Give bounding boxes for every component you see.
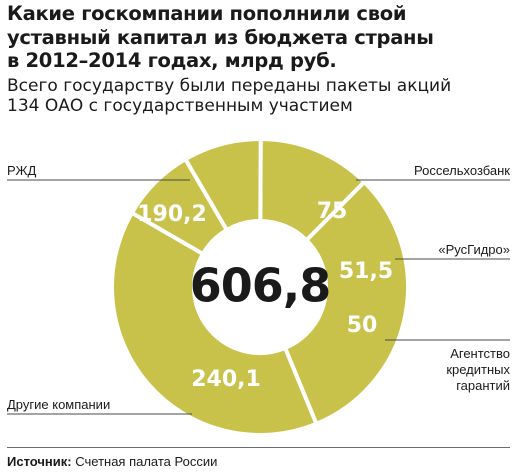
footer-divider — [7, 447, 510, 448]
slice-name-label: Агентство кредитных гарантий — [446, 346, 510, 393]
chart-title-line: в 2012–2014 годах, млрд руб. — [7, 49, 337, 72]
slice-value-label: 240,1 — [191, 367, 261, 392]
slice-name-label: Россельхозбанк — [414, 163, 510, 178]
source-text: Счетная палата России — [75, 454, 218, 469]
source-label: Источник: — [7, 454, 72, 469]
donut-total-label: 606,8 — [190, 259, 331, 313]
chart-title: Какие госкомпании пополнили свой уставны… — [7, 2, 507, 73]
slice-value-label: 51,5 — [339, 259, 393, 284]
chart-title-line: Какие госкомпании пополнили свой — [7, 2, 407, 25]
slice-value-label: 190,2 — [137, 202, 207, 227]
slice-name-label: РЖД — [7, 163, 37, 178]
slice-ржд — [282, 179, 410, 427]
chart-subtitle: Всего государству были переданы пакеты а… — [7, 76, 512, 116]
slice-value-label: 50 — [347, 313, 378, 338]
chart-subtitle-line: Всего государству были переданы пакеты а… — [7, 76, 452, 96]
slice-другие-компании — [110, 210, 319, 437]
chart-title-line: уставный капитал из бюджета страны — [7, 25, 434, 49]
slice-name-label: «РусГидро» — [438, 242, 510, 257]
source-note: Источник: Счетная палата России — [7, 454, 217, 469]
slice-value-label: 75 — [317, 199, 348, 224]
slice-name-label: Другие компании — [7, 397, 110, 412]
chart-subtitle-line: 134 ОАО с государственным участием — [7, 96, 353, 116]
